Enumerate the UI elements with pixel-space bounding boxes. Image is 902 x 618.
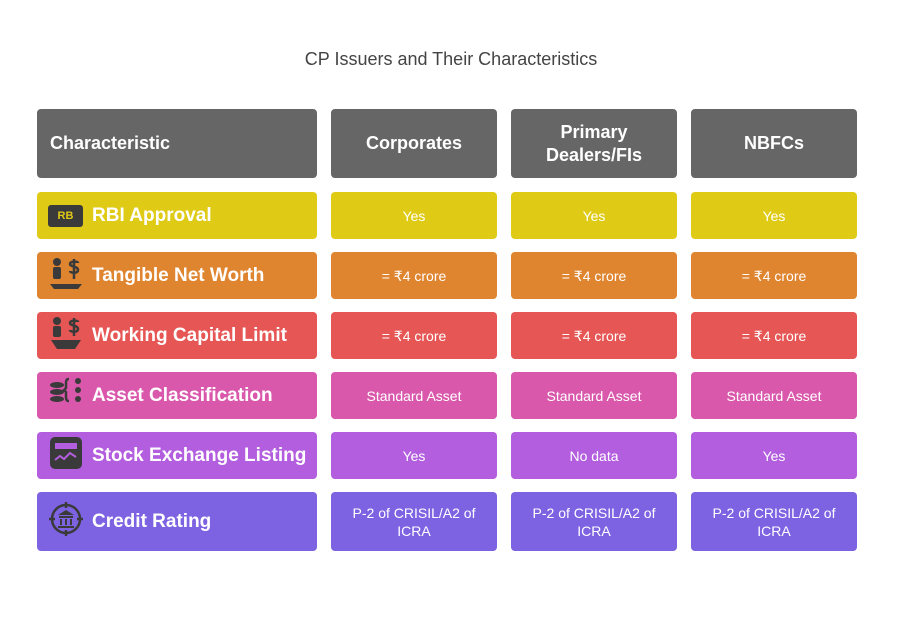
row-label: Working Capital Limit — [37, 312, 317, 359]
table-cell-text: = ₹4 crore — [561, 327, 627, 344]
column-header: Primary Dealers/FIs — [511, 109, 677, 178]
row-label-text: RBI Approval — [92, 204, 212, 226]
row-label-text: Asset Classification — [92, 384, 273, 406]
column-header-text: Corporates — [365, 133, 463, 153]
icon-shape — [53, 316, 61, 325]
table-cell: = ₹4 crore — [511, 252, 677, 299]
row-icon-box — [48, 375, 84, 417]
icon-shape — [62, 377, 70, 402]
icon-shape — [58, 509, 74, 528]
row-label: Asset Classification — [37, 372, 317, 419]
row-icon-box — [48, 255, 84, 297]
table-cell-text: = ₹4 crore — [561, 267, 627, 284]
icon-shape — [53, 325, 61, 337]
icon-shape — [53, 257, 61, 266]
row-icon-box — [48, 435, 84, 477]
icon-shape — [50, 436, 82, 469]
row-icon-box: RB — [48, 204, 83, 227]
row-label-text: Tangible Net Worth — [92, 264, 265, 286]
table-cell-text: Yes — [402, 447, 426, 464]
column-header: NBFCs — [691, 109, 857, 178]
table-cell-text: P-2 of CRISIL/A2 of ICRA — [532, 504, 656, 539]
icon-shape — [50, 283, 82, 289]
row-icon — [50, 377, 81, 402]
table-cell: Standard Asset — [511, 372, 677, 419]
table-cell-text: = ₹4 crore — [381, 267, 447, 284]
column-header: Corporates — [331, 109, 497, 178]
icon-shape — [75, 377, 81, 384]
table-cell: P-2 of CRISIL/A2 of ICRA — [511, 492, 677, 551]
row-icon — [50, 436, 82, 469]
row-label: Stock Exchange Listing — [37, 432, 317, 479]
icon-shape — [53, 266, 61, 279]
row-icon — [51, 316, 81, 349]
row-icon-box — [48, 501, 84, 543]
table-cell: = ₹4 crore — [691, 252, 857, 299]
table-cell: P-2 of CRISIL/A2 of ICRA — [331, 492, 497, 551]
row-icon — [49, 501, 83, 536]
table-cell-text: Yes — [762, 447, 786, 464]
table-cell: Yes — [511, 192, 677, 239]
icon-shape — [54, 451, 77, 461]
table-cell-text: = ₹4 crore — [741, 267, 807, 284]
column-header-text: Primary Dealers/FIs — [545, 121, 643, 165]
table-cell-text: Standard Asset — [546, 387, 642, 404]
table-cell: Yes — [691, 192, 857, 239]
icon-shape — [51, 339, 81, 349]
icon-shape — [75, 386, 81, 393]
table-cell: Yes — [691, 432, 857, 479]
table-cell-text: Standard Asset — [726, 387, 822, 404]
table-cell-text: P-2 of CRISIL/A2 of ICRA — [352, 504, 476, 539]
icon-shape — [68, 317, 80, 336]
table-cell: = ₹4 crore — [331, 252, 497, 299]
title: CP Issuers and Their Characteristics — [304, 49, 598, 69]
table-cell: No data — [511, 432, 677, 479]
table-cell: Yes — [331, 432, 497, 479]
icon-shape — [50, 381, 64, 388]
row-label-text: Credit Rating — [92, 510, 212, 532]
icon-shape — [50, 388, 64, 395]
table-cell-text: No data — [569, 447, 619, 464]
row-label-text: Working Capital Limit — [92, 324, 287, 346]
column-header-first: Characteristic — [37, 109, 317, 178]
icon-shape — [50, 395, 64, 402]
row-label: RBI Approval RB — [37, 192, 317, 239]
table-cell-text: Standard Asset — [366, 387, 462, 404]
table-cell: = ₹4 crore — [511, 312, 677, 359]
table-cell-text: = ₹4 crore — [741, 327, 807, 344]
table-cell: Yes — [331, 192, 497, 239]
row-label-text: Stock Exchange Listing — [92, 444, 307, 466]
icon-shape — [55, 442, 77, 449]
row-icon — [50, 257, 82, 289]
table-cell-text: Yes — [582, 207, 606, 224]
row-label: Tangible Net Worth — [37, 252, 317, 299]
table-cell: Standard Asset — [331, 372, 497, 419]
icon-shape — [75, 395, 81, 402]
table-cell: = ₹4 crore — [691, 312, 857, 359]
table-cell-text: Yes — [762, 207, 786, 224]
table-cell-text: Yes — [402, 207, 426, 224]
table-cell: = ₹4 crore — [331, 312, 497, 359]
column-header-text: NBFCs — [743, 133, 804, 153]
table-cell: P-2 of CRISIL/A2 of ICRA — [691, 492, 857, 551]
table-cell-text: P-2 of CRISIL/A2 of ICRA — [712, 504, 836, 539]
table-cell-text: = ₹4 crore — [381, 327, 447, 344]
table-cell: Standard Asset — [691, 372, 857, 419]
row-label: Credit Rating — [37, 492, 317, 551]
icon-shape — [68, 258, 80, 279]
icon-shape — [49, 501, 83, 536]
row-icon-box — [48, 315, 84, 357]
column-header-first-text: Characteristic — [50, 133, 171, 153]
